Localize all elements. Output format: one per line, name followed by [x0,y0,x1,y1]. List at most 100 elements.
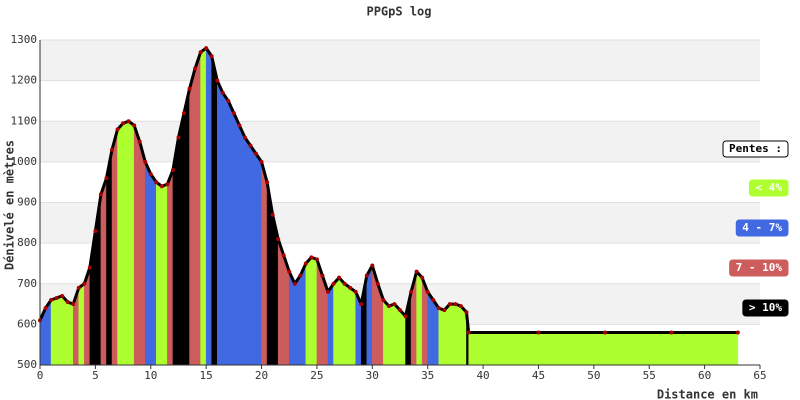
slope-segment [300,263,307,366]
point-marker [353,289,358,294]
point-marker [254,151,258,156]
point-marker [298,273,303,278]
point-marker [281,253,286,258]
point-marker [93,228,98,233]
point-marker [148,172,153,177]
point-marker [193,66,198,71]
point-marker [220,90,225,95]
point-marker [43,306,48,311]
slope-segment [344,283,351,366]
point-marker [82,281,87,286]
slope-segment [239,125,246,366]
slope-segment [183,88,190,366]
point-marker [303,261,308,266]
slope-segment [327,282,334,366]
point-marker [110,147,114,152]
legend-box [722,140,789,158]
x-axis-label: Distance en km [657,388,758,400]
legend-box [749,179,789,197]
slope-segment [161,183,168,366]
slope-segment [200,47,207,366]
slope-segment [449,303,456,366]
point-marker [375,281,380,286]
slope-segment [305,256,312,366]
point-marker [536,330,541,335]
point-marker [414,269,419,274]
point-marker [60,293,65,298]
x-tick-label: 30 [366,369,379,382]
point-marker [115,127,120,132]
point-marker [381,298,386,302]
slope-segment [100,178,107,366]
slope-segment [106,149,113,366]
point-marker [409,289,414,294]
point-marker [287,269,292,274]
slope-segment [311,256,318,366]
point-marker [331,281,336,286]
point-marker [248,143,253,148]
slope-segment [133,125,140,366]
point-marker [265,180,270,185]
point-marker [132,123,137,128]
y-tick-label: 900 [17,196,37,209]
slope-segment [427,291,434,366]
slope-segment [250,144,257,366]
slope-segment [67,301,74,366]
x-tick-label: 10 [144,369,157,382]
slope-segment [455,303,462,366]
slope-segment [56,295,63,366]
legend-label: Pentes : [729,142,782,155]
point-marker [453,302,458,307]
point-marker [259,159,264,164]
point-marker [104,176,109,181]
slope-segment [178,113,185,366]
legend-label: 4 - 7% [742,221,782,234]
legend-entry: > 10% [742,299,789,317]
slope-segment [122,120,129,366]
slope-segment [78,283,85,366]
point-marker [87,265,92,270]
slope-segment [349,287,356,366]
x-tick-label: 5 [92,369,99,382]
point-marker [165,182,170,187]
y-tick-label: 500 [17,358,37,371]
legend-label: < 4% [756,181,783,194]
point-marker [392,302,397,307]
point-marker [464,310,469,315]
y-tick-label: 1200 [11,74,38,87]
slope-segment [205,47,212,366]
point-marker [98,192,103,197]
point-marker [342,281,347,286]
slope-segment [194,52,201,366]
point-marker [370,263,375,268]
slope-segment [211,56,218,366]
y-tick-label: 800 [17,236,37,249]
y-tick-label: 1300 [11,33,38,46]
y-tick-label: 600 [17,317,37,330]
slope-segment [399,309,406,366]
slope-segment [416,270,423,366]
point-marker [364,273,369,278]
y-tick-label: 700 [17,277,37,290]
slope-segment [438,307,445,366]
point-marker [270,212,275,217]
point-marker [398,308,402,313]
point-marker [159,184,164,189]
point-marker [326,289,330,294]
x-tick-label: 65 [753,369,766,382]
point-marker [735,330,740,335]
point-marker [76,285,81,290]
legend-label: > 10% [749,301,782,314]
point-marker [386,304,391,309]
chart-title: PPGpS log [366,5,431,19]
slope-segment [117,122,124,366]
x-tick-label: 45 [532,369,545,382]
point-marker [292,281,297,286]
slope-segment [538,332,606,366]
x-tick-label: 20 [255,369,268,382]
grid-band [40,40,760,81]
slope-segment [388,303,395,366]
legend-entry: < 4% [749,179,789,197]
slope-segment [671,332,739,366]
